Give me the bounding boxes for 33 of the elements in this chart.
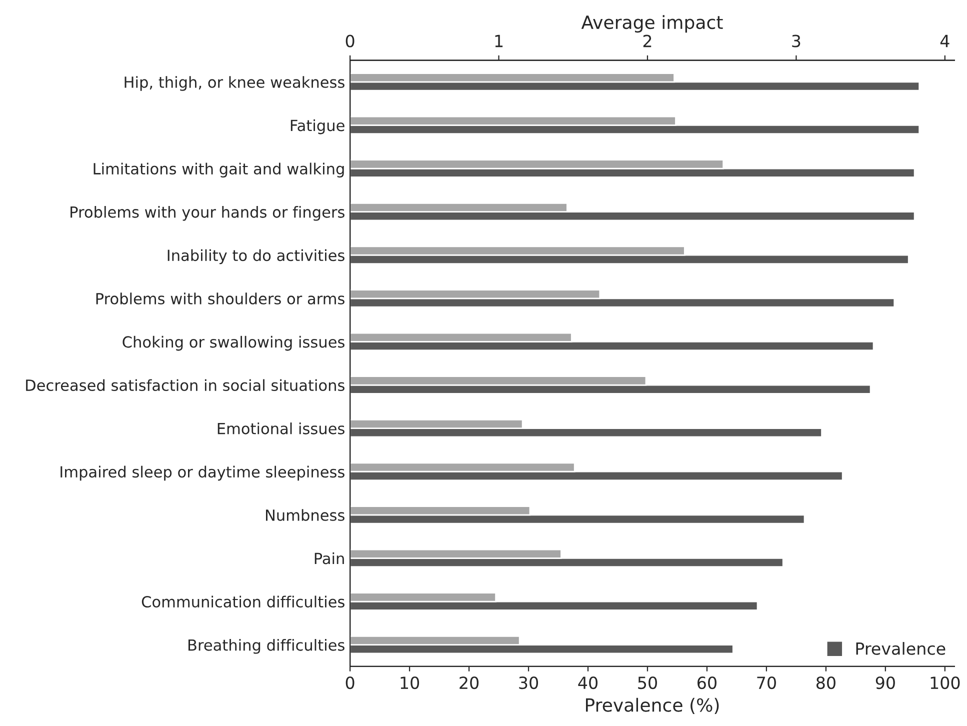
x-tick-label: 20 [460, 676, 479, 690]
y-tick-label: Problems with your hands or fingers [70, 206, 344, 221]
x2-tick-label: 3 [792, 34, 800, 48]
x2-tick-label: 0 [346, 34, 354, 48]
x-tick-label: 80 [816, 676, 836, 690]
x-tick-label: 70 [757, 676, 776, 690]
x-tick-label: 50 [638, 676, 657, 690]
x-axis-title: Prevalence (%) [586, 698, 719, 714]
y-tick-label: Numbness [266, 509, 344, 521]
y-tick-label: Choking or swallowing issues [122, 336, 344, 351]
y-tick-label: Decreased satisfaction in social situations [26, 379, 344, 392]
x2-axis-title: Average impact [581, 15, 723, 33]
x-tick-label: 40 [578, 676, 598, 690]
y-tick-label: Impaired sleep or daytime sleepiness [60, 466, 344, 481]
y-tick-label: Problems with shoulders or arms [96, 292, 344, 304]
y-tick-label: Breathing difficulties [188, 639, 344, 654]
y-tick-label: Limitations with gait and walking [94, 162, 344, 178]
x-tick-label: 0 [346, 676, 354, 690]
y-tick-label: Hip, thigh, or knee weakness [124, 76, 344, 91]
y-tick-label: Fatigue [290, 119, 344, 134]
legend-label: Prevalence [856, 642, 946, 655]
x2-tick-label: 4 [940, 34, 950, 48]
x2-tick-label: 2 [643, 34, 652, 48]
x2-tick-label: 1 [495, 34, 503, 48]
x-tick-label: 100 [930, 676, 960, 690]
y-tick-label: Pain [314, 552, 344, 564]
x-tick-label: 60 [698, 676, 716, 690]
x-tick-label: 90 [876, 676, 895, 690]
y-tick-label: Inability to do activities [168, 249, 344, 264]
x-tick-label: 10 [400, 676, 420, 690]
x-tick-label: 30 [519, 676, 538, 690]
y-tick-label: Communication difficulties [142, 596, 344, 608]
y-tick-label: Emotional issues [218, 422, 344, 434]
